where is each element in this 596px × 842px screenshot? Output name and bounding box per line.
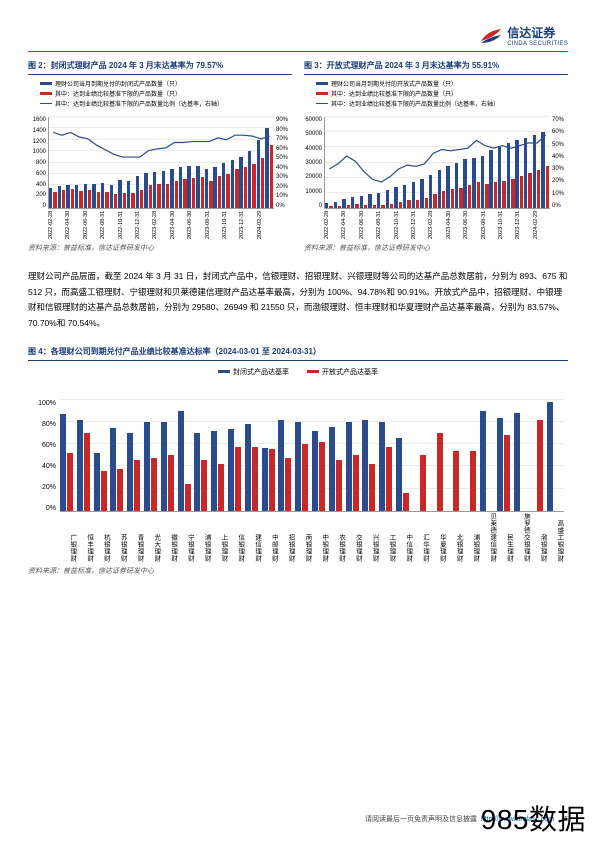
chart4-source: 资料来源：普益标准，信达证券研发中心 [28, 566, 568, 576]
chart3-title: 图 3：开放式理财产品 2024 年 3 月末达基率为 55.91% [304, 60, 568, 75]
chart3-source: 资料来源：普益标准，信达证券研发中心 [304, 243, 568, 253]
chart2-source: 资料来源：普益标准，信达证券研发中心 [28, 243, 292, 253]
chart4-title: 图 4：各理财公司到期兑付产品业绩比较基准达标率（2024-03-01 至 20… [28, 346, 568, 361]
body-paragraph: 理财公司产品层面，截至 2024 年 3 月 31 日，封闭式产品中，信银理财、… [28, 269, 568, 332]
footer-disclaimer: 请阅读最后一页免责声明及信息披露 [365, 814, 477, 824]
watermark: 985数据 [481, 798, 586, 838]
chart2: 理财公司当月到期兑付的封闭式产品数量（只）其中：达到业绩比较基准下限的产品数量（… [28, 79, 292, 239]
chart4: 100%80%60%40%20%0% 广银理财恒丰理财杭银理财苏银理财青银理财光… [28, 382, 568, 562]
logo-cn: 信达证券 [507, 24, 568, 41]
chart2-title: 图 2：封闭式理财产品 2024 年 3 月末达基率为 79.57% [28, 60, 292, 75]
logo-en: CINDA SECURITIES [507, 41, 568, 47]
header-logo: 信达证券 CINDA SECURITIES [28, 24, 568, 47]
header-divider [28, 51, 568, 52]
chart3: 理财公司当月到期兑付的开放式产品数量（只）其中：达到业绩比较基准下限的产品数量（… [304, 79, 568, 239]
cinda-logo-icon [479, 27, 503, 45]
